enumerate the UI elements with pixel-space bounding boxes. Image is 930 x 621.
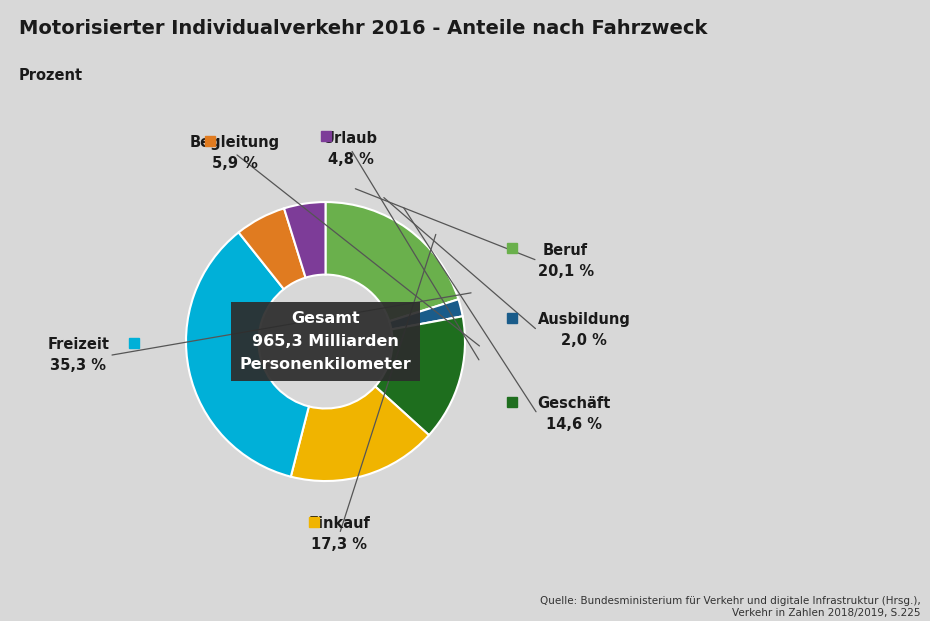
Wedge shape — [375, 316, 465, 435]
Text: Beruf
20,1 %: Beruf 20,1 % — [538, 243, 593, 279]
Text: Quelle: Bundesministerium für Verkehr und digitale Infrastruktur (Hrsg.),
Verkeh: Quelle: Bundesministerium für Verkehr un… — [540, 596, 921, 618]
Text: Urlaub
4,8 %: Urlaub 4,8 % — [323, 131, 379, 167]
Wedge shape — [284, 202, 325, 278]
Wedge shape — [390, 299, 463, 329]
Text: Ausbildung
2,0 %: Ausbildung 2,0 % — [538, 312, 631, 348]
Text: Geschäft
14,6 %: Geschäft 14,6 % — [538, 396, 611, 432]
Text: Prozent: Prozent — [19, 68, 83, 83]
Text: Motorisierter Individualverkehr 2016 - Anteile nach Fahrzweck: Motorisierter Individualverkehr 2016 - A… — [19, 19, 707, 38]
Text: Begleitung
5,9 %: Begleitung 5,9 % — [190, 135, 280, 171]
Wedge shape — [291, 386, 429, 481]
Text: Einkauf
17,3 %: Einkauf 17,3 % — [309, 516, 370, 552]
Wedge shape — [326, 202, 458, 321]
Wedge shape — [239, 209, 306, 289]
Wedge shape — [186, 232, 309, 477]
Text: Gesamt
965,3 Milliarden
Personenkilometer: Gesamt 965,3 Milliarden Personenkilomete… — [240, 310, 411, 373]
Text: Freizeit
35,3 %: Freizeit 35,3 % — [47, 337, 109, 373]
